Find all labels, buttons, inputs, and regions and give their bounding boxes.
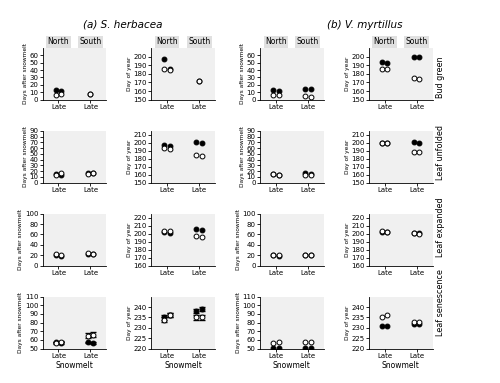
Text: Leaf unfolded: Leaf unfolded <box>436 125 445 180</box>
Text: South: South <box>80 37 102 46</box>
Y-axis label: Day of year: Day of year <box>127 139 132 174</box>
Text: Leaf senescence: Leaf senescence <box>436 269 445 336</box>
Text: South: South <box>296 37 319 46</box>
Y-axis label: Days after snowmelt: Days after snowmelt <box>240 43 246 104</box>
Text: (b) V. myrtillus: (b) V. myrtillus <box>327 20 403 30</box>
Y-axis label: Day of year: Day of year <box>127 57 132 91</box>
Y-axis label: Day of year: Day of year <box>128 305 132 340</box>
Text: South: South <box>406 37 427 46</box>
Y-axis label: Days after snowmelt: Days after snowmelt <box>240 126 246 187</box>
Text: Leaf expanded: Leaf expanded <box>436 198 445 257</box>
Y-axis label: Days after snowmelt: Days after snowmelt <box>23 126 28 187</box>
Y-axis label: Day of year: Day of year <box>344 139 350 174</box>
Y-axis label: Days after snowmelt: Days after snowmelt <box>236 209 241 270</box>
Y-axis label: Day of year: Day of year <box>344 305 350 340</box>
X-axis label: Snowmelt: Snowmelt <box>164 362 202 370</box>
Text: North: North <box>374 37 396 46</box>
X-axis label: Snowmelt: Snowmelt <box>56 362 94 370</box>
X-axis label: Snowmelt: Snowmelt <box>382 362 420 370</box>
Y-axis label: Day of year: Day of year <box>344 223 350 257</box>
Text: North: North <box>265 37 286 46</box>
X-axis label: Snowmelt: Snowmelt <box>273 362 311 370</box>
Y-axis label: Days after snowmelt: Days after snowmelt <box>18 209 24 270</box>
Text: South: South <box>188 37 210 46</box>
Y-axis label: Days after snowmelt: Days after snowmelt <box>236 292 241 353</box>
Text: North: North <box>48 37 70 46</box>
Text: Bud green: Bud green <box>436 57 445 98</box>
Text: North: North <box>156 37 178 46</box>
Y-axis label: Day of year: Day of year <box>344 57 350 91</box>
Y-axis label: Days after snowmelt: Days after snowmelt <box>23 43 28 104</box>
Y-axis label: Day of year: Day of year <box>127 223 132 257</box>
Text: (a) S. herbacea: (a) S. herbacea <box>83 20 162 30</box>
Y-axis label: Days after snowmelt: Days after snowmelt <box>18 292 24 353</box>
